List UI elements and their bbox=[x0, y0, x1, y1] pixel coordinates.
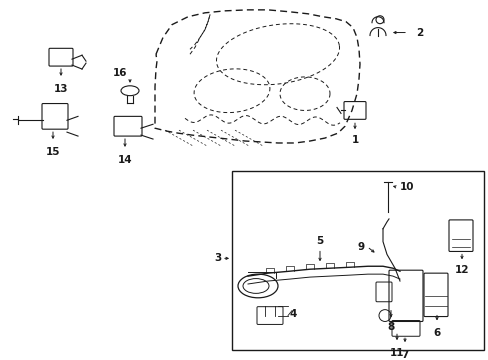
Text: 9: 9 bbox=[357, 242, 364, 252]
Text: 11: 11 bbox=[389, 348, 404, 358]
Text: 14: 14 bbox=[118, 155, 132, 165]
Text: 12: 12 bbox=[454, 265, 468, 275]
Text: 1: 1 bbox=[351, 135, 358, 145]
Text: 5: 5 bbox=[316, 235, 323, 246]
Text: 10: 10 bbox=[399, 183, 414, 192]
Text: 16: 16 bbox=[113, 68, 127, 78]
Text: 15: 15 bbox=[46, 147, 60, 157]
Text: 13: 13 bbox=[54, 84, 68, 94]
Text: 4: 4 bbox=[289, 309, 297, 319]
Text: 7: 7 bbox=[401, 350, 408, 360]
Text: 6: 6 bbox=[432, 328, 440, 338]
Text: 3: 3 bbox=[214, 253, 222, 264]
Text: 8: 8 bbox=[386, 323, 394, 332]
Bar bbox=[231, 171, 483, 350]
Text: 2: 2 bbox=[415, 28, 423, 37]
